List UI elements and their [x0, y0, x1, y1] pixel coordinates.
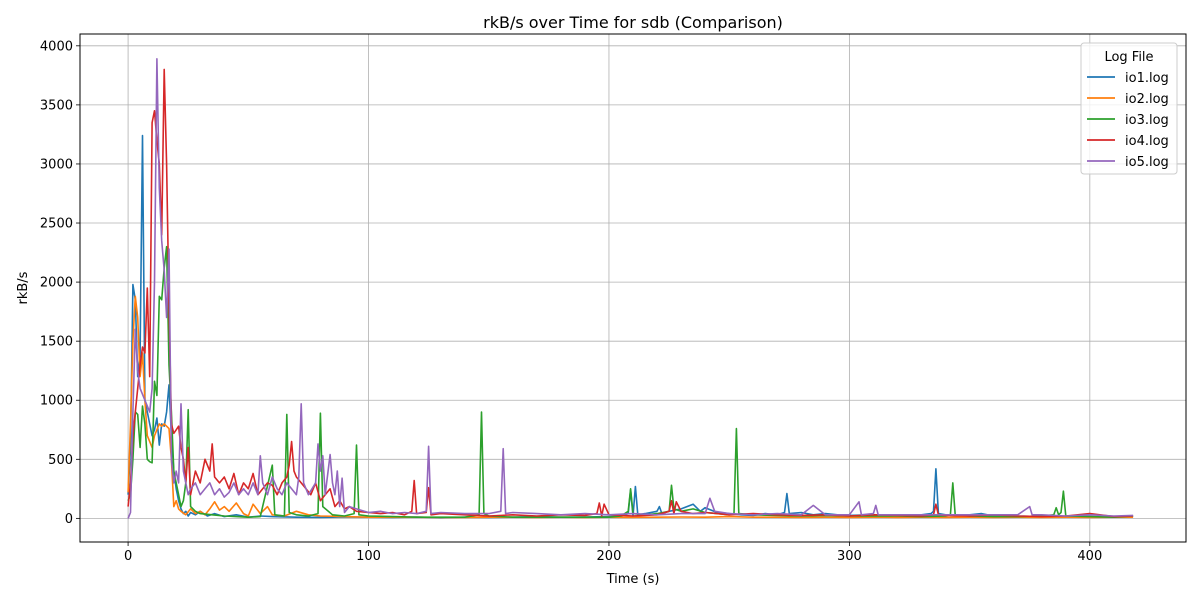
legend-entry-label: io5.log — [1125, 155, 1169, 170]
y-tick-label: 2500 — [40, 217, 73, 232]
legend-entry-label: io4.log — [1125, 134, 1169, 149]
x-tick-label: 300 — [837, 549, 862, 564]
x-tick-label: 0 — [124, 549, 132, 564]
legend-entry-label: io3.log — [1125, 113, 1169, 128]
plot-frame — [79, 33, 1187, 543]
series-lines — [127, 57, 1134, 519]
legend-entry-label: io1.log — [1125, 71, 1169, 86]
y-tick-label: 500 — [48, 453, 73, 468]
x-tick-label: 100 — [356, 549, 381, 564]
y-tick-label: 3500 — [40, 98, 73, 113]
y-tick-label: 1500 — [40, 335, 73, 350]
y-tick-label: 4000 — [40, 39, 73, 54]
legend-box — [1080, 42, 1178, 175]
series-line-io5-log — [127, 57, 1134, 519]
y-tick-label: 1000 — [40, 394, 73, 409]
y-axis-label: rkB/s — [16, 271, 31, 304]
legend-entry-label: io2.log — [1125, 92, 1169, 107]
legend-title: Log File — [1104, 50, 1153, 65]
series-line-io2-log — [127, 295, 1134, 519]
x-tick-label: 200 — [597, 549, 622, 564]
y-tick-label: 2000 — [40, 276, 73, 291]
legend: Log File io1.log io2.log io3.log io4.log io5… — [1080, 42, 1178, 175]
x-axis-label: Time (s) — [606, 572, 660, 587]
axis-ticks: 0 100 200 300 400050010001500200025003000350… — [40, 39, 1102, 564]
chart-title: rkB/s over Time for sdb (Comparison) — [483, 13, 783, 32]
plot-area-background — [80, 34, 1186, 542]
grid-lines — [80, 34, 1186, 542]
x-tick-label: 400 — [1077, 549, 1102, 564]
y-tick-label: 3000 — [40, 157, 73, 172]
y-tick-label: 0 — [65, 512, 73, 527]
